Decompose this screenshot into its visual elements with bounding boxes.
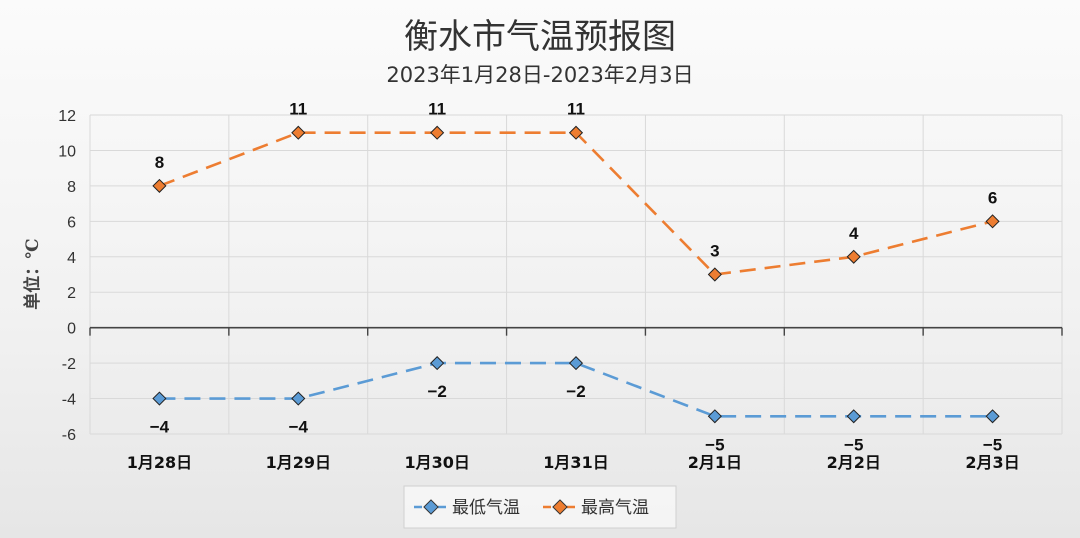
data-label: −5	[983, 435, 1002, 454]
x-axis: 1月28日 1月29日 1月30日 1月31日 2月1日 2月2日 2月3日	[89, 326, 1063, 472]
data-point[interactable]	[846, 409, 861, 424]
gridlines	[89, 114, 1063, 435]
legend-box	[403, 485, 677, 529]
data-label: −2	[566, 382, 585, 401]
data-label: 6	[988, 188, 997, 207]
data-point[interactable]	[985, 214, 1000, 229]
series-group	[152, 125, 1000, 424]
data-label: 4	[849, 224, 859, 243]
x-tick-label: 2月2日	[827, 453, 881, 472]
data-point[interactable]	[846, 249, 861, 264]
data-label: −4	[150, 418, 170, 437]
data-label: 11	[428, 100, 446, 119]
data-label: 11	[567, 100, 585, 119]
legend-item-high[interactable]: 最高气温	[543, 498, 649, 518]
y-tick-label: 2	[67, 285, 76, 302]
data-label: −5	[844, 435, 863, 454]
data-point[interactable]	[568, 125, 584, 140]
data-point[interactable]	[430, 125, 445, 140]
data-point[interactable]	[152, 391, 167, 406]
y-tick-label: -4	[62, 392, 76, 409]
y-tick-label: 4	[67, 250, 76, 267]
data-labels: −4 −4 −2 −2 −5 −5 −5 8 11 11 11 3 4 6	[150, 100, 1003, 455]
series-line-1	[158, 131, 993, 276]
legend-low-label: 最低气温	[452, 498, 520, 518]
y-tick-label: 6	[67, 214, 76, 231]
data-label: 11	[289, 100, 307, 119]
x-tick-label: 2月3日	[965, 453, 1019, 472]
data-point[interactable]	[430, 356, 445, 371]
data-point[interactable]	[291, 391, 306, 406]
data-point[interactable]	[568, 356, 584, 371]
data-label: −4	[289, 418, 309, 437]
chart-title: 衡水市气温预报图	[404, 17, 676, 57]
legend-item-low[interactable]: 最低气温	[414, 498, 520, 518]
y-axis-label: 单位：℃	[22, 238, 43, 309]
data-point[interactable]	[291, 125, 306, 140]
y-tick-label: 10	[58, 143, 76, 160]
data-label: −5	[705, 435, 724, 454]
legend-low-marker	[423, 499, 439, 515]
data-point[interactable]	[707, 267, 722, 282]
data-label: 8	[155, 153, 164, 172]
data-point[interactable]	[152, 178, 167, 193]
data-label: 3	[710, 242, 719, 261]
y-tick-label: 0	[67, 321, 76, 338]
x-tick-label: 1月30日	[404, 453, 469, 472]
y-tick-label: -6	[62, 427, 76, 444]
y-axis-ticks: 12 10 8 6 4 2 0 -2 -4 -6	[58, 108, 76, 444]
legend: 最低气温 最高气温	[403, 485, 677, 529]
data-point[interactable]	[985, 409, 1000, 424]
data-point[interactable]	[707, 409, 722, 424]
data-label: −2	[427, 382, 446, 401]
y-tick-label: 8	[67, 179, 76, 196]
x-tick-label: 1月29日	[266, 453, 331, 472]
x-tick-label: 1月31日	[543, 453, 608, 472]
x-tick-label: 1月28日	[127, 453, 192, 472]
x-tick-label: 2月1日	[688, 453, 742, 472]
y-tick-label: 12	[58, 108, 76, 125]
chart-subtitle: 2023年1月28日-2023年2月3日	[386, 63, 693, 87]
y-tick-label: -2	[62, 356, 76, 373]
legend-high-label: 最高气温	[581, 498, 649, 518]
legend-high-marker	[552, 499, 568, 515]
